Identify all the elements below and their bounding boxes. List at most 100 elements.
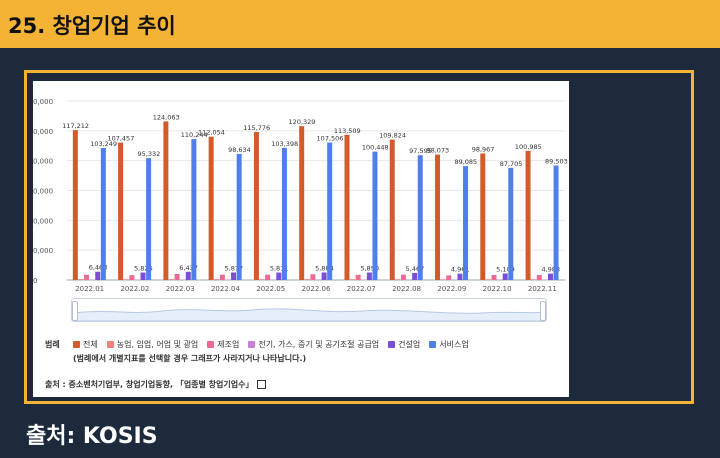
bar	[485, 279, 491, 280]
data-label: 5,877	[225, 264, 244, 272]
bar	[480, 153, 486, 280]
bar	[435, 154, 441, 280]
bar	[174, 273, 180, 280]
data-label: 6,463	[89, 264, 108, 272]
data-label: 107,457	[107, 135, 134, 143]
data-label: 89,503	[545, 158, 568, 166]
data-label: 103,249	[90, 140, 117, 148]
y-tick-label: 0	[33, 277, 37, 285]
bar	[265, 274, 271, 280]
data-label: 5,826	[134, 265, 153, 273]
bar	[236, 153, 242, 280]
bar	[146, 158, 152, 280]
legend-swatch	[106, 341, 114, 348]
legend-item[interactable]: 전기, 가스, 증기 및 공기조절 공급업	[248, 339, 379, 350]
data-label: 4,961	[451, 266, 470, 274]
copy-icon[interactable]	[257, 380, 267, 389]
chart-panel: 0 0,000 0,000 0,000 0,000 0,000 0,000 117,212 6,…	[33, 81, 569, 397]
data-label: 87,705	[500, 160, 523, 168]
bar	[123, 279, 129, 280]
bar	[214, 279, 220, 280]
x-tick-label: 2022.07	[347, 285, 376, 293]
bar	[525, 150, 531, 280]
bar	[400, 274, 406, 280]
data-label: 117,212	[62, 122, 89, 130]
bar	[281, 147, 287, 280]
bar	[140, 272, 146, 280]
legend-title: 범례	[45, 340, 60, 349]
data-label: 103,398	[271, 140, 298, 148]
bar	[321, 272, 327, 280]
bar	[191, 139, 197, 280]
bar	[95, 271, 101, 280]
data-label: 5,109	[496, 265, 515, 273]
navigator-right-handle[interactable]	[540, 301, 546, 321]
data-label: 113,509	[334, 127, 361, 135]
data-label: 4,988	[541, 266, 560, 274]
legend-label: 건설업	[398, 340, 421, 349]
highlight-frame	[24, 70, 694, 404]
bar	[78, 279, 84, 280]
x-tick-label: 2022.01	[75, 285, 104, 293]
x-tick-label: 2022.06	[302, 285, 331, 293]
data-label: 89,085	[454, 158, 477, 166]
legend-swatch	[207, 341, 215, 348]
legend-swatch	[248, 341, 256, 348]
bar	[72, 130, 78, 280]
source-caption: 출처: KOSIS	[26, 424, 158, 449]
legend-note: (범례에서 개별지표를 선택할 경우 그래프가 사라지거나 나타납니다.)	[73, 354, 307, 363]
legend-label: 제조업	[217, 340, 240, 349]
bar	[491, 275, 497, 280]
x-tick-label: 2022.04	[211, 285, 240, 293]
x-tick-label: 2022.10	[483, 285, 512, 293]
bar	[231, 272, 237, 280]
legend-items: 전체 농업, 임업, 어업 및 광업 제조업 전기, 가스, 증기 및 공기조절 공급…	[73, 339, 565, 350]
bar	[553, 165, 559, 280]
bar	[259, 279, 265, 280]
legend-item[interactable]: 전체	[73, 339, 98, 350]
bar	[100, 147, 106, 280]
data-label: 97,595	[409, 147, 432, 155]
data-label: 107,506	[317, 135, 344, 143]
bar	[547, 273, 553, 280]
data-label: 98,634	[228, 146, 251, 154]
navigator-left-handle[interactable]	[72, 301, 78, 321]
data-label: 100,448	[362, 144, 389, 152]
data-label: 115,776	[243, 124, 270, 132]
bar	[531, 279, 537, 280]
x-tick-label: 2022.08	[392, 285, 421, 293]
data-label: 120,329	[289, 118, 316, 126]
bar	[219, 274, 225, 280]
bar	[208, 136, 214, 280]
data-label: 124,063	[153, 113, 180, 121]
bar	[440, 279, 446, 280]
legend-swatch	[73, 341, 80, 348]
bar	[366, 272, 372, 280]
header-bar: 25. 창업기업 추이	[0, 0, 720, 48]
y-tick-label: 0,000	[33, 128, 53, 136]
data-label: 109,824	[379, 132, 406, 140]
y-tick-label: 0,000	[33, 188, 53, 196]
data-label: 6,437	[179, 264, 198, 272]
legend-label: 서비스업	[439, 340, 469, 349]
bar	[185, 271, 191, 280]
y-tick-label: 0,000	[33, 158, 53, 166]
bar	[395, 279, 401, 280]
bar	[508, 167, 514, 280]
legend-item[interactable]: 서비스업	[429, 339, 469, 350]
x-tick-label: 2022.09	[437, 285, 466, 293]
bar	[417, 155, 423, 280]
bar	[536, 275, 542, 280]
bar	[344, 134, 350, 280]
bar	[327, 142, 333, 280]
legend-item[interactable]: 농업, 임업, 어업 및 광업	[106, 339, 198, 350]
range-navigator[interactable]	[71, 298, 547, 322]
data-label: 100,985	[515, 143, 542, 151]
legend-item[interactable]: 제조업	[207, 339, 239, 350]
page-title: 25. 창업기업 추이	[8, 14, 176, 38]
legend-item[interactable]: 건설업	[388, 339, 420, 350]
data-label: 5,850	[360, 265, 379, 273]
data-label: 112,054	[198, 129, 225, 137]
data-label: 95,332	[138, 150, 161, 158]
bar	[84, 274, 90, 280]
